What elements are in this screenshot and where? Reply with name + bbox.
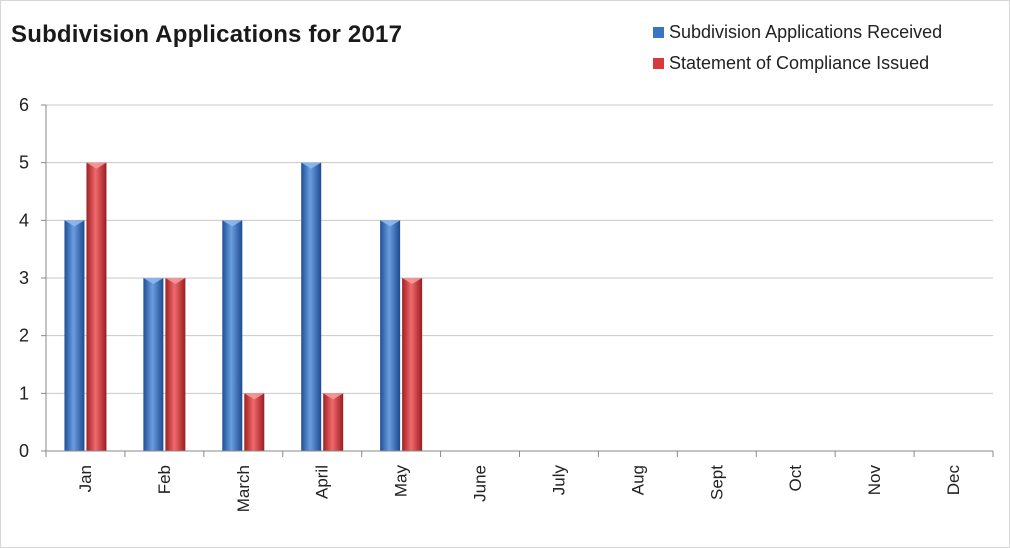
legend-swatch-compliance [653, 58, 664, 69]
x-tick-label: May [392, 465, 411, 498]
y-tick-label: 4 [19, 210, 29, 230]
bar-received-jan [64, 220, 85, 451]
y-tick-label: 2 [19, 326, 29, 346]
legend-label-compliance: Statement of Compliance Issued [669, 53, 930, 73]
bar-compliance-cap [86, 162, 107, 169]
x-tick-label: March [234, 465, 253, 512]
bar-received-cap [64, 220, 85, 227]
x-tick-label: July [549, 465, 568, 496]
y-tick-label: 6 [19, 95, 29, 115]
x-tick-label: June [471, 465, 490, 502]
bar-compliance-cap [244, 393, 265, 400]
bar-received-cap [222, 220, 243, 227]
bar-compliance-cap [165, 278, 186, 284]
bar-received-april [301, 162, 322, 451]
bar-received-feb [143, 278, 164, 451]
bar-compliance-may [402, 278, 423, 451]
bar-compliance-feb [165, 278, 186, 451]
legend-label-received: Subdivision Applications Received [669, 22, 943, 42]
x-tick-label: Sept [707, 465, 726, 500]
chart-title: Subdivision Applications for 2017 [11, 21, 403, 48]
x-tick-label: Nov [865, 465, 884, 496]
x-tick-label: Feb [155, 465, 174, 494]
bar-received-cap [143, 278, 164, 284]
bar-received-march [222, 220, 243, 451]
legend: Subdivision Applications Received Statem… [653, 17, 942, 79]
x-tick-label: Jan [76, 465, 95, 492]
x-tick-label: Dec [944, 465, 963, 496]
y-tick-label: 0 [19, 441, 29, 461]
legend-swatch-received [653, 27, 664, 38]
bar-compliance-jan [86, 162, 107, 451]
bar-compliance-march [244, 393, 265, 451]
bar-compliance-cap [323, 393, 344, 400]
x-tick-label: Aug [628, 465, 647, 495]
bar-compliance-april [323, 393, 344, 451]
legend-item-compliance: Statement of Compliance Issued [653, 48, 942, 79]
y-tick-label: 1 [19, 383, 29, 403]
y-tick-label: 3 [19, 268, 29, 288]
x-tick-label: April [313, 465, 332, 499]
bar-received-cap [301, 162, 322, 169]
bar-received-may [380, 220, 401, 451]
y-tick-label: 5 [19, 153, 29, 173]
bar-compliance-cap [402, 278, 423, 284]
x-tick-label: Oct [786, 465, 805, 492]
bar-received-cap [380, 220, 401, 227]
legend-item-received: Subdivision Applications Received [653, 17, 942, 48]
